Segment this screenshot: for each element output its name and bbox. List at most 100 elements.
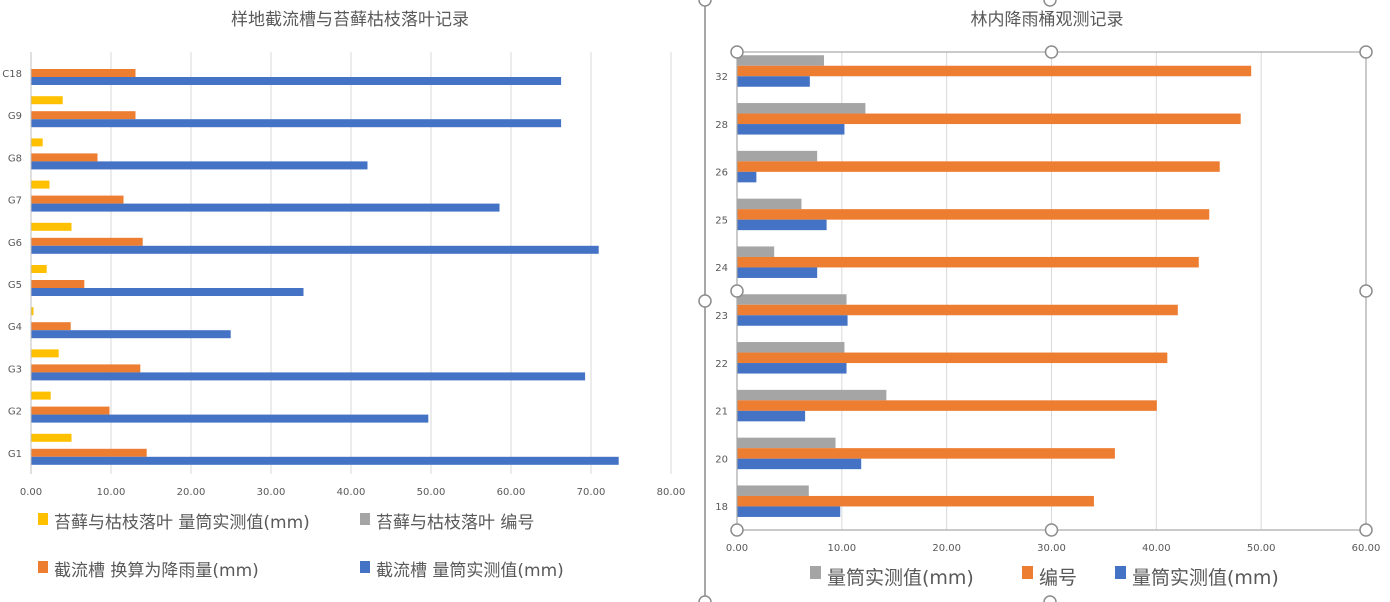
bar (737, 55, 824, 66)
resize-handle[interactable] (1359, 284, 1373, 298)
bar (31, 280, 85, 288)
chart-title: 林内降雨桶观测记录 (971, 10, 1124, 30)
legend-label: 苔藓与枯枝落叶 量筒实测值(mm) (54, 513, 310, 533)
category-label: G1 (8, 449, 22, 460)
bar (737, 448, 1115, 459)
bar (737, 246, 775, 257)
category-label: G8 (8, 153, 22, 164)
category-label: G3 (8, 364, 22, 375)
bar (31, 456, 619, 465)
resize-handle[interactable] (730, 45, 744, 59)
bar (737, 113, 1241, 125)
bar (31, 111, 136, 120)
bar (737, 304, 1178, 316)
category-label: 20 (715, 454, 728, 465)
chart-resize-handle[interactable] (698, 595, 712, 602)
category-label: G7 (8, 196, 22, 207)
x-tick-label: 60.00 (497, 487, 526, 498)
bar (737, 437, 836, 449)
chart-resize-handle[interactable] (698, 0, 712, 7)
bar (31, 307, 34, 316)
legend-label: 苔藓与枯枝落叶 编号 (376, 513, 534, 533)
x-tick-label: 40.00 (1142, 543, 1171, 554)
bar (737, 150, 818, 162)
bar (737, 389, 887, 401)
bar (31, 222, 72, 231)
bar (31, 364, 141, 373)
bar (31, 153, 98, 162)
resize-handle[interactable] (1359, 45, 1373, 59)
x-tick-label: 30.00 (257, 487, 286, 498)
bar (737, 352, 1168, 364)
bar (737, 65, 1252, 77)
category-label: 25 (715, 215, 728, 226)
category-label: G2 (8, 407, 22, 418)
resize-handle[interactable] (1359, 523, 1373, 537)
chart-resize-handle[interactable] (1043, 595, 1057, 602)
x-tick-label: 70.00 (577, 487, 606, 498)
bar (737, 485, 809, 496)
legend-swatch (1022, 566, 1033, 579)
x-tick-label: 20.00 (932, 543, 961, 554)
bar (737, 495, 1094, 507)
bar (31, 77, 562, 85)
legend-label: 截流槽 换算为降雨量(mm) (54, 561, 259, 581)
category-label: 22 (715, 359, 728, 370)
bar (737, 171, 757, 183)
x-tick-label: 50.00 (1247, 543, 1276, 554)
x-tick-label: 20.00 (177, 487, 206, 498)
bar (31, 265, 47, 273)
bar (31, 237, 143, 246)
chart-2: 林内降雨桶观测记录 0.00 10.00 20.00 30.00 40.00 50.00 60… (698, 0, 1380, 602)
category-label: G9 (8, 111, 22, 122)
bar (31, 433, 72, 442)
bar (737, 198, 802, 210)
chart-resize-handle[interactable] (698, 294, 712, 308)
bar (31, 406, 110, 415)
bar (737, 256, 1199, 268)
legend-label: 量筒实测值(mm) (827, 567, 974, 589)
legend-label: 编号 (1039, 567, 1077, 589)
x-tick-label: 0.00 (20, 487, 42, 498)
resize-handle[interactable] (730, 284, 744, 298)
bar (31, 372, 586, 381)
legend-swatch (38, 513, 48, 525)
bar (737, 458, 862, 470)
bar (31, 180, 50, 189)
category-label: G6 (8, 238, 22, 249)
bar (737, 124, 845, 135)
x-tick-label: 10.00 (97, 487, 126, 498)
category-label: G4 (8, 322, 22, 333)
resize-handle[interactable] (1044, 45, 1059, 59)
bar (31, 203, 500, 212)
chart-1: 样地截流槽与苔藓枯枝落叶记录 0.00 10.00 20.00 30.00 40.00 50… (2, 10, 685, 581)
legend-label: 量筒实测值(mm) (1132, 567, 1279, 589)
bar (31, 322, 71, 331)
bar (31, 96, 63, 105)
bar (31, 391, 51, 400)
category-label: G5 (8, 280, 22, 291)
category-label: 18 (715, 502, 728, 513)
x-tick-label: 80.00 (657, 487, 686, 498)
resize-handle[interactable] (1044, 523, 1059, 537)
legend-label: 截流槽 量筒实测值(mm) (376, 561, 564, 581)
legend-swatch (1115, 566, 1126, 579)
legend-swatch (38, 561, 48, 573)
category-label: 26 (715, 168, 728, 179)
x-tick-label: 30.00 (1037, 543, 1066, 554)
bar (31, 195, 124, 204)
chart-title: 样地截流槽与苔藓枯枝落叶记录 (231, 10, 469, 30)
category-label: C18 (2, 69, 22, 80)
bar (737, 267, 818, 278)
bar (737, 410, 806, 422)
bar (31, 414, 429, 423)
bar (31, 138, 43, 147)
bar (31, 288, 304, 296)
chart-resize-handle[interactable] (1043, 0, 1057, 7)
category-label: 21 (715, 407, 728, 418)
resize-handle[interactable] (730, 523, 744, 537)
category-label: 28 (715, 120, 728, 131)
bar (31, 330, 231, 339)
bar (31, 448, 147, 457)
bar (737, 506, 841, 517)
